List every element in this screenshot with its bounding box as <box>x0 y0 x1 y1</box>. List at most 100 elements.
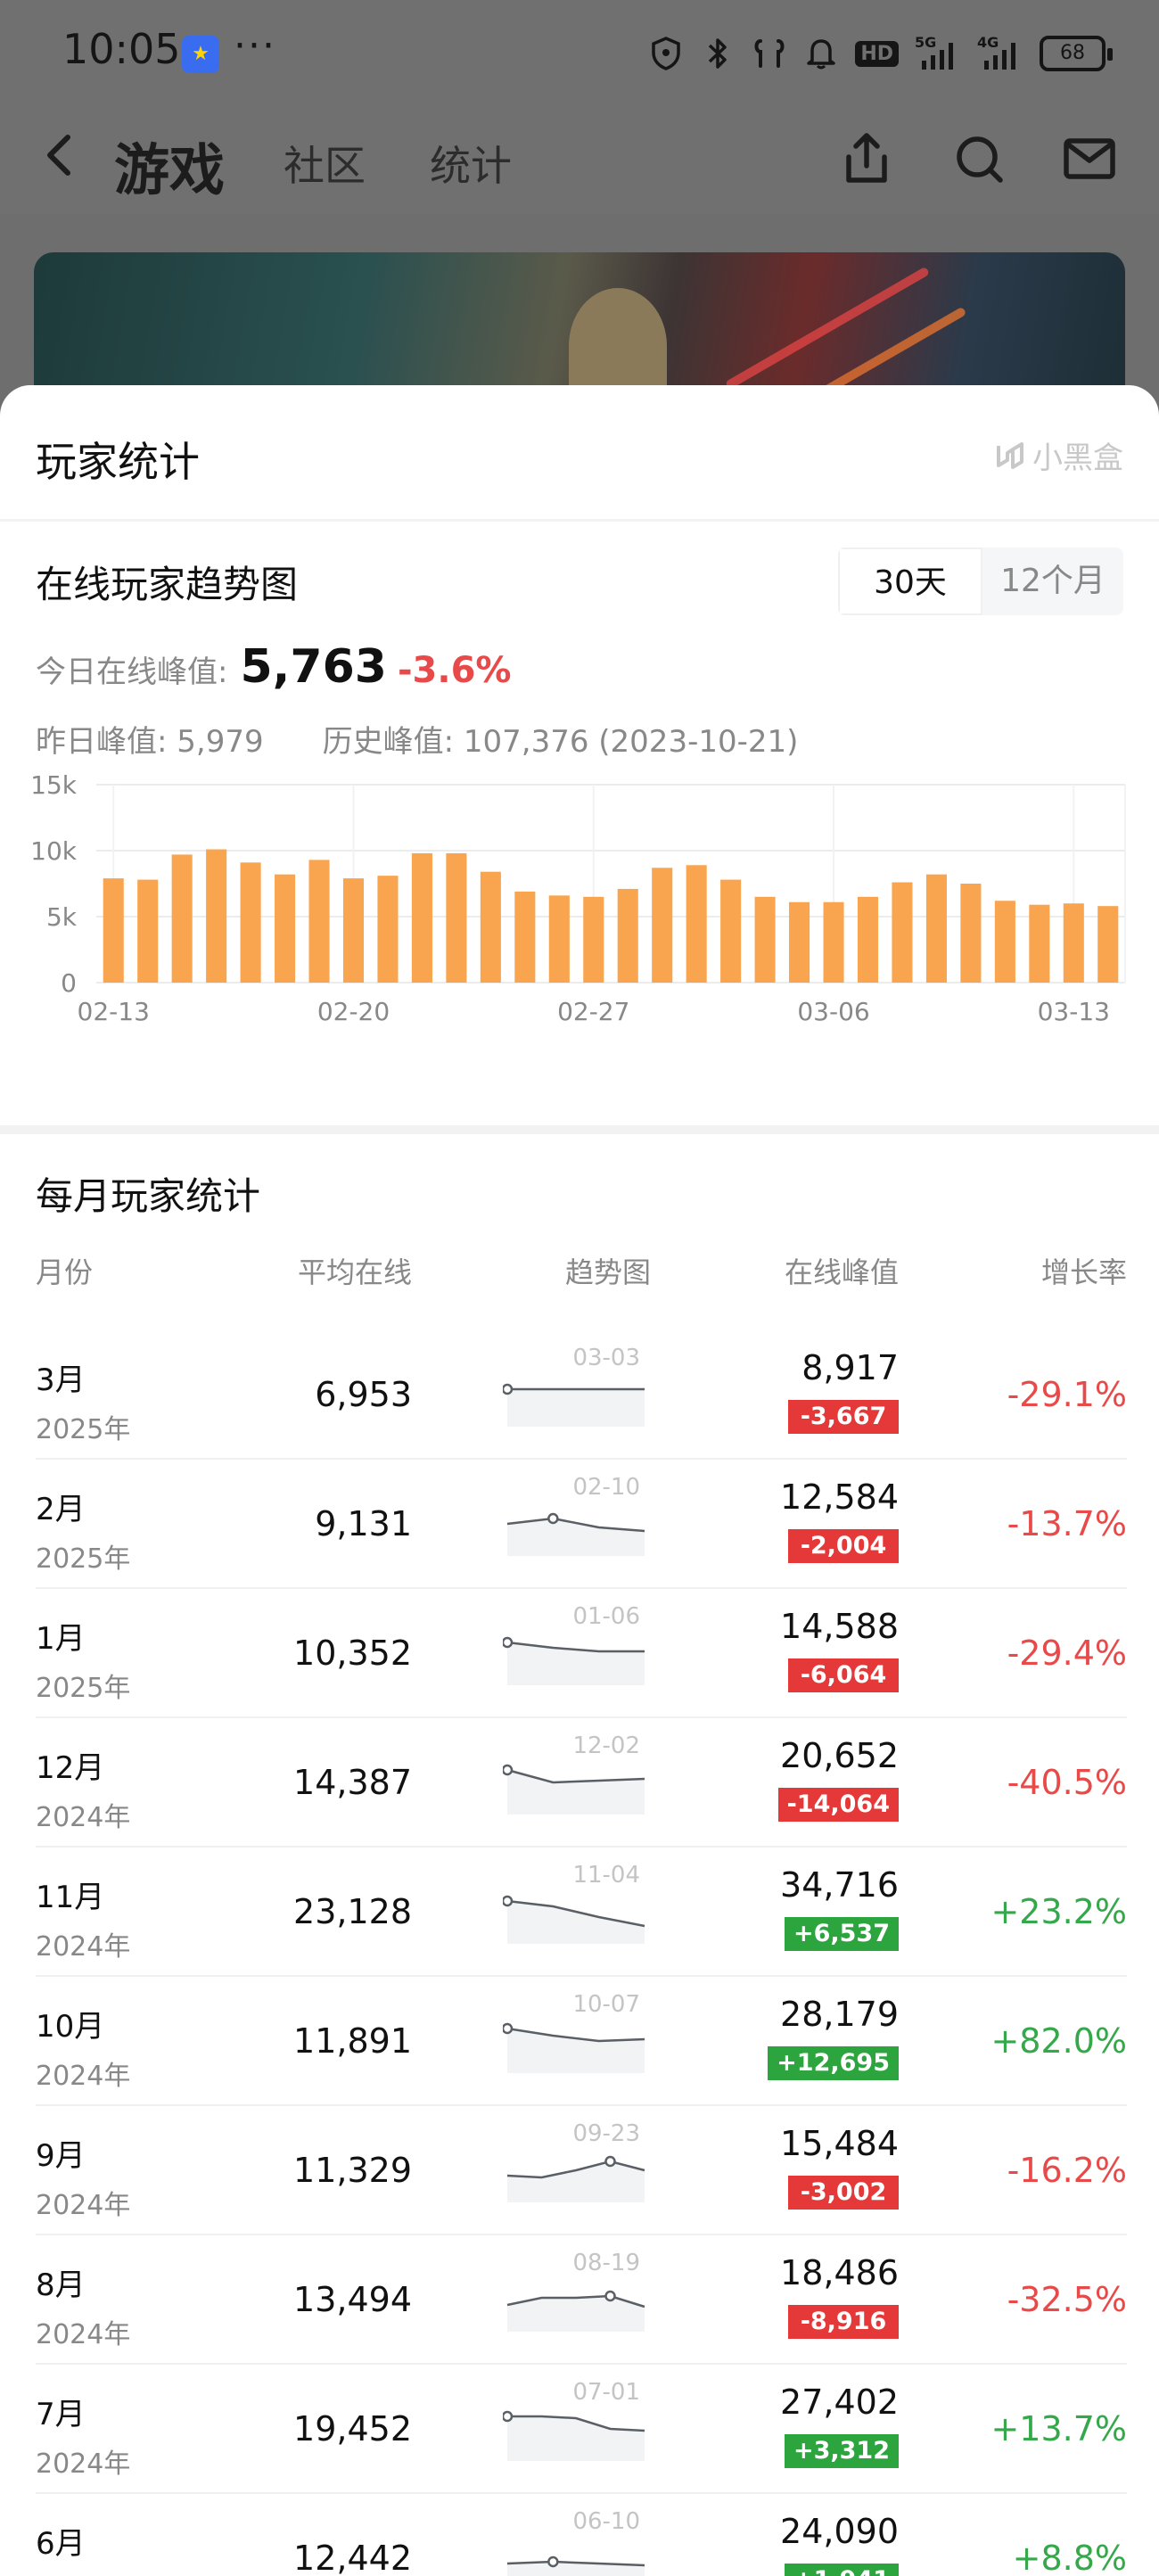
average-online: 12,442 <box>293 2539 412 2576</box>
chart-bar <box>308 860 330 983</box>
tab-community[interactable]: 社区 <box>284 142 366 190</box>
sparkline-area <box>507 1389 645 1427</box>
sparkline: 12-02 <box>503 1732 649 1831</box>
sparkline-peak-marker <box>503 2410 514 2423</box>
back-arrow-icon[interactable] <box>36 130 86 180</box>
month-label: 3月 <box>36 1362 86 1398</box>
today-peak: 今日在线峰值: 5,763 -3.6% <box>36 640 512 694</box>
month-label: 11月 <box>36 1880 105 1915</box>
sparkline-chart <box>503 1764 645 1815</box>
growth-rate: -29.1% <box>1007 1375 1127 1414</box>
brand-name: 小黑盒 <box>1032 440 1123 476</box>
year-label: 2024年 <box>36 2571 130 2576</box>
month-label: 7月 <box>36 2397 86 2432</box>
table-row[interactable]: 1月 2025年 10,352 14,588 -6,064 -29.4% 01-06 <box>36 1589 1127 1718</box>
table-row[interactable]: 10月 2024年 11,891 28,179 +12,695 +82.0% 10-07 <box>36 1977 1127 2106</box>
sparkline-peak-date: 01-06 <box>572 1603 640 1630</box>
range-toggle: 30天 12个月 <box>838 547 1123 615</box>
player-stats-sheet: 玩家统计 小黑盒 在线玩家趋势图 30天 12个月 今日在线峰值: 5,763 … <box>0 385 1159 2576</box>
header-peak: 在线峰值 <box>784 1255 899 1289</box>
chart-bar <box>514 891 536 983</box>
sparkline-chart <box>503 2022 645 2073</box>
growth-rate: -16.2% <box>1007 2151 1127 2190</box>
month-label: 2月 <box>36 1492 86 1527</box>
signal-5g-icon: 5G <box>915 34 961 73</box>
soldier-figure <box>569 288 667 395</box>
growth-rate: +13.7% <box>990 2409 1127 2448</box>
tab-games[interactable]: 游戏 <box>114 137 226 202</box>
sparkline-peak-marker <box>503 1383 514 1395</box>
chart-bar <box>994 901 1015 983</box>
sparkline-peak-date: 09-23 <box>572 2120 640 2147</box>
table-row[interactable]: 3月 2025年 6,953 8,917 -3,667 -29.1% 03-03 <box>36 1330 1127 1460</box>
sparkline-peak-marker <box>503 1764 514 1776</box>
average-online: 11,891 <box>293 2021 412 2061</box>
sparkline-chart <box>503 1636 645 1685</box>
sparkline-line <box>507 2415 645 2432</box>
peak-online: 8,917 <box>801 1348 899 1387</box>
table-row[interactable]: 11月 2024年 23,128 34,716 +6,537 +23.2% 11-04 <box>36 1848 1127 1977</box>
growth-rate: +23.2% <box>990 1892 1127 1931</box>
table-row[interactable]: 8月 2024年 13,494 18,486 -8,916 -32.5% 08-19 <box>36 2235 1127 2365</box>
sparkline-peak-date: 07-01 <box>572 2379 640 2406</box>
hd-voice-icon: HD <box>855 40 899 67</box>
sparkline-chart <box>506 2555 645 2576</box>
sparkline: 07-01 <box>503 2379 649 2477</box>
chart-bar <box>857 896 879 983</box>
share-icon[interactable] <box>838 130 895 187</box>
tab-statistics[interactable]: 统计 <box>430 142 512 190</box>
peak-online: 14,588 <box>780 1607 899 1646</box>
header-growth: 增长率 <box>1040 1255 1127 1289</box>
table-row[interactable]: 6月 2024年 12,442 24,090 +1,941 +8.8% 06-10 <box>36 2494 1127 2576</box>
sparkline-peak-date: 12-02 <box>572 1732 640 1759</box>
chart-bar <box>1029 904 1050 983</box>
peak-change-badge: +6,537 <box>784 1917 899 1951</box>
monthly-section-title: 每月玩家统计 <box>36 1174 261 1218</box>
sparkline-peak-marker <box>547 2555 559 2568</box>
sparkline-peak-date: 02-10 <box>572 1474 640 1501</box>
x-tick-label: 03-13 <box>1038 997 1110 1026</box>
chart-bar <box>342 878 365 983</box>
chart-bar <box>892 882 913 983</box>
table-row[interactable]: 2月 2025年 9,131 12,584 -2,004 -13.7% 02-10 <box>36 1460 1127 1589</box>
sparkline-chart <box>506 1512 645 1556</box>
sparkline-line <box>506 1517 645 1533</box>
sparkline-area <box>507 2416 645 2461</box>
toggle-30-days[interactable]: 30天 <box>838 547 982 615</box>
more-notifications-icon: ··· <box>234 23 276 69</box>
sparkline-chart <box>503 1383 645 1427</box>
peak-change-badge: +12,695 <box>768 2046 899 2080</box>
heybox-logo-icon <box>997 441 1023 469</box>
sparkline-line <box>506 2160 645 2179</box>
table-row[interactable]: 9月 2024年 11,329 15,484 -3,002 -16.2% 09-23 <box>36 2106 1127 2235</box>
table-row[interactable]: 7月 2024年 19,452 27,402 +3,312 +13.7% 07-01 <box>36 2365 1127 2494</box>
chart-bar <box>446 852 467 983</box>
sparkline: 01-06 <box>503 1603 649 1701</box>
earbuds-icon <box>752 34 787 73</box>
x-tick-label: 02-20 <box>317 997 390 1026</box>
growth-rate: +82.0% <box>990 2021 1127 2061</box>
all-time-peak: 历史峰值: 107,376 (2023-10-21) <box>322 724 799 760</box>
sparkline-peak-marker <box>503 1636 514 1649</box>
peak-online: 34,716 <box>780 1865 899 1905</box>
table-row[interactable]: 12月 2024年 14,387 20,652 -14,064 -40.5% 12-02 <box>36 1718 1127 1848</box>
year-label: 2025年 <box>36 1543 131 1575</box>
month-label: 1月 <box>36 1621 86 1657</box>
average-online: 6,953 <box>315 1375 412 1414</box>
battery-icon: 68 <box>1040 36 1113 71</box>
top-navigation: 游戏 社区 统计 <box>0 98 1159 214</box>
mail-icon[interactable] <box>1061 130 1118 187</box>
status-bar: 10:05 ★ ··· HD 5G 4G 68 <box>0 0 1159 98</box>
header-month: 月份 <box>36 1255 94 1289</box>
average-online: 19,452 <box>293 2409 412 2448</box>
y-tick-label: 10k <box>30 836 78 866</box>
growth-rate: -29.4% <box>1007 1634 1127 1673</box>
sparkline-peak-marker <box>547 1512 559 1525</box>
chart-bar <box>480 871 501 983</box>
chart-bar <box>925 874 947 983</box>
toggle-12-months[interactable]: 12个月 <box>1000 563 1106 599</box>
peak-online: 15,484 <box>780 2124 899 2163</box>
chart-bar <box>377 876 399 983</box>
search-icon[interactable] <box>950 130 1007 187</box>
growth-rate: -13.7% <box>1007 1504 1127 1543</box>
